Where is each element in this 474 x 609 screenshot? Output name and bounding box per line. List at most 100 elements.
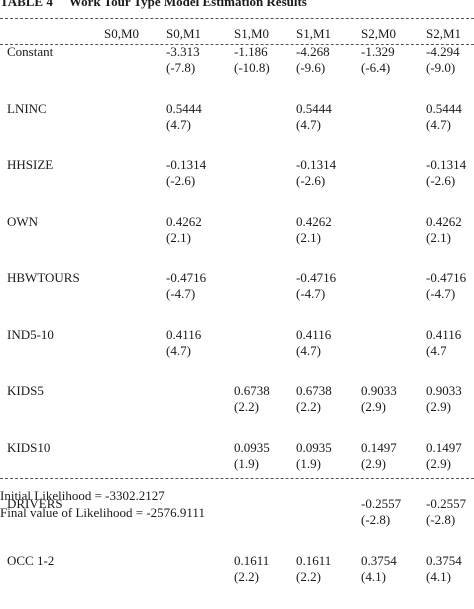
coefficient: 0.4116 — [426, 327, 474, 343]
coefficient: 0.6738 — [234, 383, 296, 399]
coefficient: 0.4262 — [296, 214, 361, 230]
estimate-cell: 0.1611(2.2) — [296, 553, 361, 609]
t-statistic: (-10.8) — [234, 60, 296, 76]
header-row: S0,M0 S0,M1 S1,M0 S1,M1 S2,M0 S2,M1 — [0, 26, 474, 44]
coefficient: 0.4262 — [426, 214, 474, 230]
t-statistic: (4.7) — [166, 117, 234, 133]
estimate-cell: -1.186(-10.8) — [234, 44, 296, 101]
coefficient: 0.5444 — [296, 101, 361, 117]
estimate-cell — [234, 327, 296, 384]
estimate-cell: 0.5444(4.7) — [296, 101, 361, 158]
estimate-cell: 0.9033(2.9) — [361, 383, 426, 440]
coefficient: 0.1611 — [296, 553, 361, 569]
t-statistic: (2.1) — [426, 230, 474, 246]
variable-name: LNINC — [0, 101, 104, 158]
coefficient: 0.4116 — [296, 327, 361, 343]
coefficient: -0.1314 — [166, 157, 234, 173]
table-row: HBWTOURS-0.4716(-4.7)-0.4716(-4.7)-0.471… — [0, 270, 474, 327]
t-statistic: (2.9) — [426, 456, 474, 472]
estimate-cell — [361, 214, 426, 271]
estimate-cell: -0.2557(-2.8) — [361, 496, 426, 553]
estimate-cell — [361, 101, 426, 158]
t-statistic: (4.7) — [296, 343, 361, 359]
column-header: S2,M0 — [361, 26, 426, 44]
estimate-cell: 0.5444(4.7) — [166, 101, 234, 158]
coefficient: 0.4262 — [166, 214, 234, 230]
coefficient: 0.5444 — [426, 101, 474, 117]
t-statistic: (-4.7) — [166, 286, 234, 302]
column-header: S0,M0 — [104, 26, 166, 44]
variable-name: IND5-10 — [0, 327, 104, 384]
estimate-cell — [234, 157, 296, 214]
variable-name: HBWTOURS — [0, 270, 104, 327]
coefficient: -4.294 — [426, 44, 474, 60]
coefficient: 0.0935 — [234, 440, 296, 456]
table-body: Constant-3.313(-7.8)-1.186(-10.8)-4.268(… — [0, 44, 474, 609]
t-statistic: (2.9) — [361, 399, 426, 415]
estimate-cell — [234, 496, 296, 553]
final-likelihood: Final value of Likelihood = -2576.9111 — [0, 505, 205, 521]
variable-name: HHSIZE — [0, 157, 104, 214]
table-row: HHSIZE-0.1314(-2.6)-0.1314(-2.6)-0.1314(… — [0, 157, 474, 214]
t-statistic: (2.9) — [426, 399, 474, 415]
estimate-cell: 0.1497(2.9) — [426, 440, 474, 497]
initial-likelihood: Initial Likelihood = -3302.2127 — [0, 488, 165, 504]
coefficient: 0.1497 — [426, 440, 474, 456]
estimate-cell — [166, 383, 234, 440]
variable-name: OWN — [0, 214, 104, 271]
estimate-cell: 0.6738(2.2) — [296, 383, 361, 440]
t-statistic: (4.7) — [426, 117, 474, 133]
estimate-cell: 0.4262(2.1) — [426, 214, 474, 271]
t-statistic: (-4.7) — [426, 286, 474, 302]
t-statistic: (-2.8) — [426, 512, 474, 528]
coefficient: 0.6738 — [296, 383, 361, 399]
coefficient: -0.4716 — [426, 270, 474, 286]
coefficient: -0.4716 — [296, 270, 361, 286]
coefficient: -0.2557 — [426, 496, 474, 512]
estimate-cell: -0.4716(-4.7) — [426, 270, 474, 327]
t-statistic: (2.2) — [296, 569, 361, 585]
estimate-cell: -0.2557(-2.8) — [426, 496, 474, 553]
coefficient: 0.9033 — [426, 383, 474, 399]
coefficient: 0.3754 — [426, 553, 474, 569]
estimate-cell: -0.4716(-4.7) — [296, 270, 361, 327]
estimate-cell — [166, 553, 234, 609]
coefficient: 0.1497 — [361, 440, 426, 456]
t-statistic: (1.9) — [234, 456, 296, 472]
coefficient: -0.2557 — [361, 496, 426, 512]
t-statistic: (2.2) — [234, 399, 296, 415]
estimate-cell: 0.1611(2.2) — [234, 553, 296, 609]
estimate-cell — [104, 44, 166, 101]
estimate-cell: 0.0935(1.9) — [234, 440, 296, 497]
coefficient: -0.1314 — [296, 157, 361, 173]
top-rule — [0, 18, 474, 19]
t-statistic: (-4.7) — [296, 286, 361, 302]
estimate-cell: -3.313(-7.8) — [166, 44, 234, 101]
coefficient: -0.4716 — [166, 270, 234, 286]
estimate-cell — [104, 553, 166, 609]
estimate-cell: 0.3754(4.1) — [361, 553, 426, 609]
estimate-cell: -4.268(-9.6) — [296, 44, 361, 101]
estimate-cell: 0.5444(4.7) — [426, 101, 474, 158]
coefficient: 0.5444 — [166, 101, 234, 117]
column-header: S1,M1 — [296, 26, 361, 44]
t-statistic: (2.9) — [361, 456, 426, 472]
estimate-cell — [104, 327, 166, 384]
t-statistic: (2.2) — [296, 399, 361, 415]
column-header: S2,M1 — [426, 26, 474, 44]
header-variable — [0, 26, 104, 44]
t-statistic: (2.1) — [296, 230, 361, 246]
estimate-cell: -0.1314(-2.6) — [166, 157, 234, 214]
estimate-cell: 0.0935(1.9) — [296, 440, 361, 497]
estimate-cell — [361, 157, 426, 214]
t-statistic: (4.7) — [296, 117, 361, 133]
coefficient: 0.4116 — [166, 327, 234, 343]
t-statistic: (-2.6) — [426, 173, 474, 189]
t-statistic: (-6.4) — [361, 60, 426, 76]
estimate-cell: 0.4116(4.7 — [426, 327, 474, 384]
coefficient: -1.186 — [234, 44, 296, 60]
estimate-cell — [234, 270, 296, 327]
